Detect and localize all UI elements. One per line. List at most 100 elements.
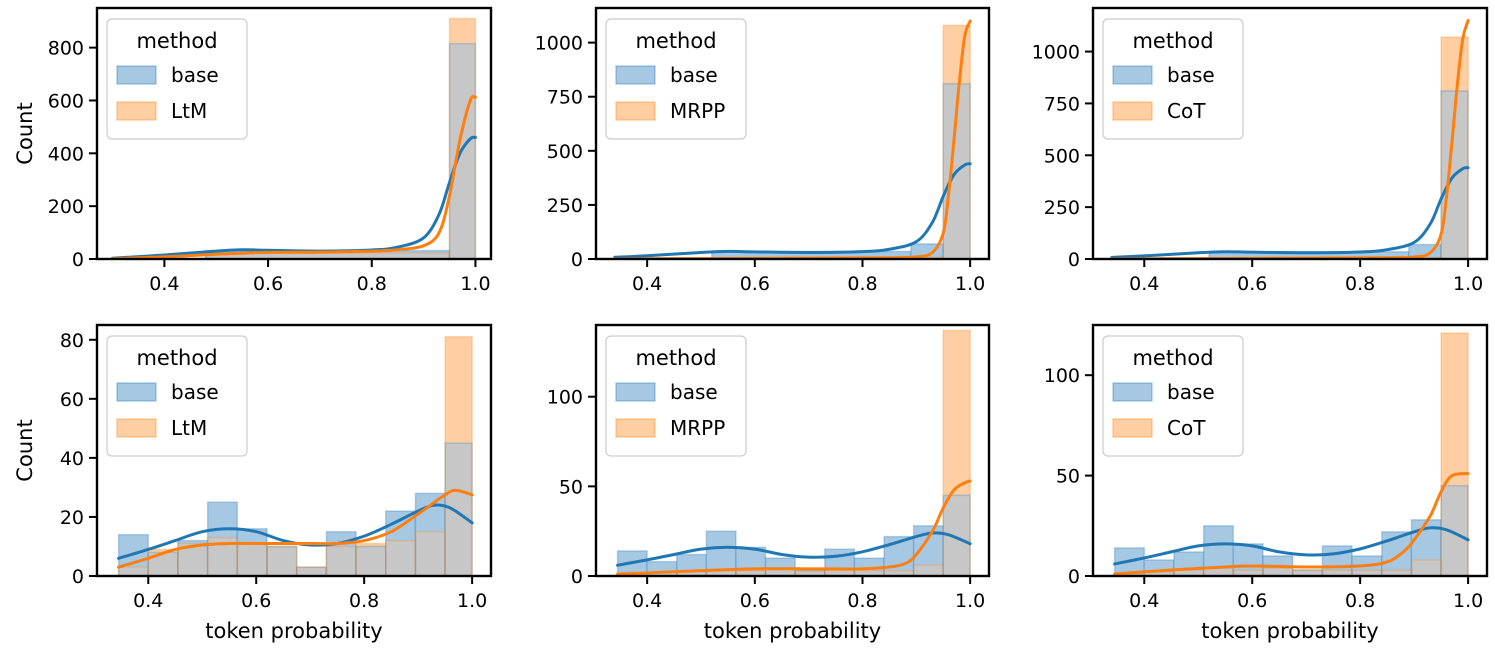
x-tick-label: 0.4 xyxy=(1129,273,1159,295)
x-axis-title: token probability xyxy=(704,619,881,643)
y-tick-label: 0 xyxy=(571,566,583,588)
overlap-bar xyxy=(445,443,473,576)
legend-label-CoT: CoT xyxy=(1167,416,1206,440)
bar-base xyxy=(1440,484,1469,576)
y-tick-label: 50 xyxy=(1056,466,1080,488)
y-tick-label: 600 xyxy=(48,90,84,112)
legend-swatch-MRPP xyxy=(615,101,656,121)
y-tick-label: 250 xyxy=(1044,197,1080,219)
panel-bottom-right: 0.4 0.6 0.8 1.0 0 50 100 token probability metho… xyxy=(1044,323,1489,643)
legend-swatch-LtM xyxy=(116,418,157,438)
legend-swatch-base xyxy=(116,382,157,402)
y-axis-title: Count xyxy=(13,419,37,481)
axes-frame xyxy=(95,323,493,578)
y-tick-label: 500 xyxy=(1044,145,1080,167)
y-tick-label: 100 xyxy=(547,387,583,409)
y-tick-label: 800 xyxy=(48,38,84,60)
y-tick-label: 500 xyxy=(547,141,583,163)
excess-bar xyxy=(207,502,238,538)
legend-swatch-base xyxy=(615,65,656,85)
axes-frame xyxy=(594,6,991,261)
overlap-bar xyxy=(415,531,446,576)
y-tick-label: 50 xyxy=(559,476,583,498)
axes-frame xyxy=(95,6,493,261)
y-tick-label: 60 xyxy=(60,389,84,411)
excess-bar xyxy=(676,554,707,571)
overlap-bar xyxy=(884,570,914,576)
legend: method base LtM xyxy=(106,18,248,140)
bar-CoT xyxy=(1440,332,1469,576)
x-tick-label: 0.6 xyxy=(1237,273,1267,295)
legend-swatch-base xyxy=(116,65,157,85)
overlap-bar xyxy=(118,567,149,576)
x-tick-label: 0.4 xyxy=(632,590,662,612)
legend-label-MRPP: MRPP xyxy=(670,416,725,440)
y-tick-label: 750 xyxy=(547,87,583,109)
y-tick-label: 400 xyxy=(48,143,84,165)
legend-swatch-CoT xyxy=(1112,101,1153,121)
x-tick-label: 1.0 xyxy=(460,273,490,295)
overlap-bar xyxy=(1322,569,1353,576)
legend: method base MRPP xyxy=(605,335,747,457)
excess-bar xyxy=(148,549,178,553)
y-tick-label: 0 xyxy=(571,249,583,271)
y-tick-label: 250 xyxy=(547,195,583,217)
legend-label-MRPP: MRPP xyxy=(670,99,725,123)
legend-title: method xyxy=(635,346,716,370)
x-tick-label: 1.0 xyxy=(457,590,487,612)
overlap-bar xyxy=(765,568,796,576)
excess-bar xyxy=(735,547,766,571)
excess-bar xyxy=(445,336,473,444)
y-tick-label: 1000 xyxy=(535,33,583,55)
panel-bottom-left: 0.4 0.6 0.8 1.0 0 20 40 60 80 Count token probabil… xyxy=(13,323,493,643)
bar-base xyxy=(1440,90,1469,259)
panel-top-middle: 0.4 0.6 0.8 1.0 0 250 500 750 1000 method base MRPP xyxy=(535,6,991,295)
legend-swatch-CoT xyxy=(1112,418,1153,438)
y-tick-label: 750 xyxy=(1044,93,1080,115)
x-axis-title: token probability xyxy=(1201,619,1378,643)
excess-bar xyxy=(1203,525,1234,568)
legend-label-base: base xyxy=(171,63,219,87)
excess-bar xyxy=(449,18,476,44)
x-tick-label: 0.4 xyxy=(632,273,662,295)
overlap-bar xyxy=(706,570,736,576)
bar-base xyxy=(942,494,971,576)
legend-title: method xyxy=(1132,346,1213,370)
x-tick-label: 1.0 xyxy=(955,590,985,612)
legend: method base CoT xyxy=(1102,18,1244,140)
y-tick-label: 80 xyxy=(60,330,84,352)
overlap-bar xyxy=(913,565,944,576)
x-tick-label: 1.0 xyxy=(1453,590,1483,612)
excess-bar xyxy=(1173,551,1204,570)
kde-line-base xyxy=(1113,526,1470,566)
overlap-bar xyxy=(824,570,855,576)
overlap-bar xyxy=(1411,559,1442,576)
y-tick-label: 20 xyxy=(60,507,84,529)
legend-swatch-base xyxy=(1112,382,1153,402)
legend: method base MRPP xyxy=(605,18,747,140)
bar-MRPP xyxy=(942,329,971,576)
bar-CoT xyxy=(1440,36,1469,259)
y-tick-label: 40 xyxy=(60,448,84,470)
excess-bar xyxy=(1408,244,1442,258)
y-tick-label: 200 xyxy=(48,196,84,218)
legend-label-base: base xyxy=(171,380,219,404)
x-tick-label: 0.6 xyxy=(253,273,283,295)
excess-bar xyxy=(910,243,944,258)
excess-bar xyxy=(765,558,796,569)
y-axis-title: Count xyxy=(13,102,37,164)
excess-bar xyxy=(647,561,677,573)
panel-top-right: 0.4 0.6 0.8 1.0 0 250 500 750 1000 method base CoT xyxy=(1032,6,1489,295)
x-tick-label: 0.8 xyxy=(1345,590,1375,612)
bar-base xyxy=(616,550,648,576)
bar-base xyxy=(942,82,971,259)
x-tick-label: 0.4 xyxy=(149,273,179,295)
x-tick-label: 0.4 xyxy=(1129,590,1159,612)
excess-bar xyxy=(706,531,736,571)
overlap-bar xyxy=(267,546,297,576)
overlap-bar xyxy=(1381,569,1412,576)
y-tick-label: 0 xyxy=(1068,249,1080,271)
legend-label-base: base xyxy=(1167,63,1215,87)
overlap-bar xyxy=(1233,569,1264,576)
legend-label-base: base xyxy=(670,63,718,87)
